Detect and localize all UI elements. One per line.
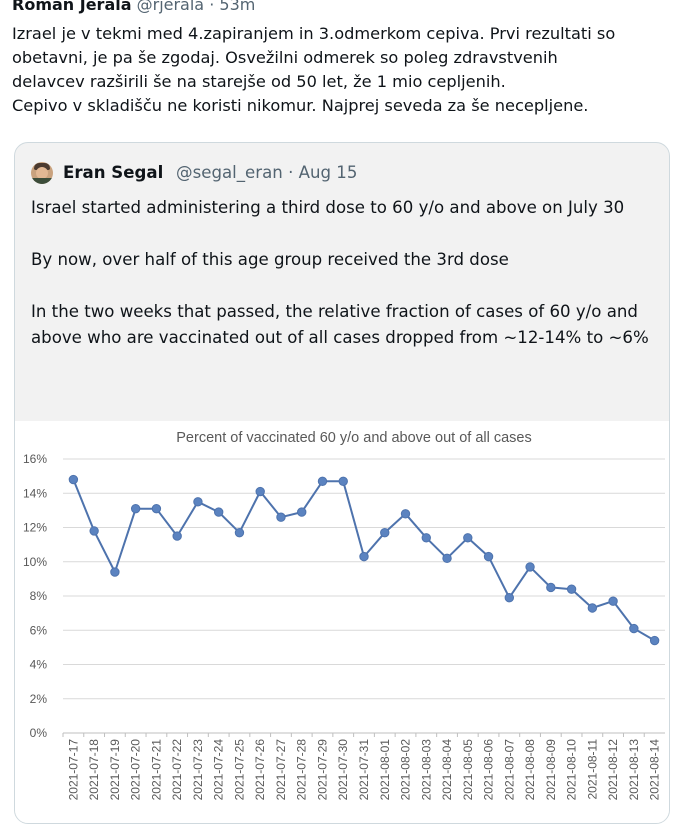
data-point	[234, 527, 245, 538]
tweet-header: Roman Jerala @rjerala · 53m	[12, 0, 255, 17]
x-tick-label: 2021-07-22	[170, 739, 184, 801]
x-tick-label: 2021-07-30	[336, 739, 350, 801]
y-tick-label: 4%	[30, 658, 48, 672]
data-point	[587, 603, 598, 613]
data-point	[68, 474, 79, 485]
x-tick-label: 2021-08-07	[502, 739, 516, 801]
tweet-text-line: delavcev razširili še na starejše od 50 …	[12, 72, 506, 91]
chart-title: Percent of vaccinated 60 y/o and above o…	[176, 430, 531, 446]
data-point	[629, 623, 639, 634]
tweet-text-line: Izrael je v tekmi med 4.zapiranjem in 3.…	[12, 24, 616, 43]
x-tick-label: 2021-08-09	[544, 739, 558, 801]
data-point	[130, 503, 141, 514]
tweet-text-line: Cepivo v skladišču ne koristi nikomur. N…	[12, 96, 589, 115]
quoted-paragraph: Israel started administering a third dos…	[31, 198, 625, 217]
meta-separator: ·	[288, 163, 294, 182]
data-point	[483, 551, 494, 562]
x-tick-label: 2021-08-14	[648, 739, 662, 801]
line-chart: Percent of vaccinated 60 y/o and above o…	[23, 430, 665, 801]
data-point	[110, 567, 120, 577]
x-tick-label: 2021-08-05	[461, 739, 475, 801]
x-tick-label: 2021-07-18	[87, 739, 101, 801]
data-point	[172, 531, 182, 541]
data-point	[380, 527, 390, 538]
data-point	[546, 582, 556, 593]
quoted-tweet-card[interactable]: Eran Segal @segal_eran · Aug 15 Israel s…	[14, 142, 670, 824]
x-tick-label: 2021-07-24	[212, 739, 226, 801]
x-tick-label: 2021-07-19	[108, 739, 122, 801]
y-tick-label: 14%	[23, 486, 47, 500]
data-point	[525, 562, 535, 572]
tweet-timestamp[interactable]: 53m	[219, 0, 256, 14]
meta-separator: ·	[209, 0, 215, 14]
x-tick-label: 2021-07-20	[129, 739, 143, 801]
x-tick-label: 2021-08-06	[482, 739, 496, 801]
data-point	[566, 584, 577, 594]
x-tick-label: 2021-07-27	[274, 739, 288, 801]
y-tick-label: 10%	[23, 555, 47, 569]
x-tick-label: 2021-08-01	[378, 739, 392, 801]
tweet-text-line: obetavni, je pa še zgodaj. Osvežilni odm…	[12, 48, 558, 67]
data-point	[276, 512, 286, 522]
x-tick-label: 2021-07-31	[357, 739, 371, 801]
x-tick-label: 2021-08-03	[419, 739, 433, 801]
data-point	[649, 635, 660, 646]
y-tick-label: 2%	[30, 692, 48, 706]
chart-image[interactable]: Percent of vaccinated 60 y/o and above o…	[15, 421, 669, 823]
author-handle[interactable]: @rjerala	[136, 0, 205, 14]
data-point	[317, 476, 328, 486]
x-tick-label: 2021-08-08	[523, 739, 537, 801]
data-point	[297, 507, 307, 517]
x-tick-label: 2021-08-02	[399, 739, 413, 801]
data-point	[255, 486, 265, 497]
y-tick-label: 12%	[23, 521, 47, 535]
x-tick-label: 2021-08-10	[565, 739, 579, 801]
tweet-text: Izrael je v tekmi med 4.zapiranjem in 3.…	[12, 22, 677, 118]
data-point	[421, 533, 431, 543]
data-point	[400, 509, 411, 519]
quoted-paragraph: In the two weeks that passed, the relati…	[31, 302, 649, 347]
y-tick-label: 0%	[30, 726, 48, 740]
quoted-author-name[interactable]: Eran Segal	[63, 163, 164, 182]
data-point	[338, 476, 348, 486]
x-tick-label: 2021-07-29	[315, 739, 329, 801]
data-point	[213, 507, 224, 517]
x-tick-label: 2021-07-28	[295, 739, 309, 801]
data-point	[359, 551, 369, 562]
data-point	[151, 503, 162, 514]
x-tick-label: 2021-08-11	[585, 739, 599, 800]
data-point	[504, 593, 515, 603]
quoted-author-handle[interactable]: @segal_eran	[176, 163, 283, 182]
x-tick-label: 2021-07-23	[191, 739, 205, 801]
quoted-tweet-text: Israel started administering a third dos…	[31, 195, 661, 351]
y-tick-label: 16%	[23, 452, 47, 466]
quoted-author-meta: @segal_eran · Aug 15	[176, 160, 357, 186]
data-point	[193, 497, 203, 507]
x-tick-label: 2021-08-13	[627, 739, 641, 801]
quoted-paragraph: By now, over half of this age group rece…	[31, 250, 509, 269]
data-point	[89, 526, 99, 536]
data-point	[463, 533, 473, 543]
x-tick-label: 2021-07-21	[149, 739, 163, 801]
x-tick-label: 2021-08-12	[606, 739, 620, 801]
quoted-tweet-date[interactable]: Aug 15	[298, 163, 358, 182]
y-tick-label: 8%	[30, 589, 48, 603]
y-tick-label: 6%	[30, 623, 48, 637]
x-tick-label: 2021-07-25	[232, 739, 246, 801]
data-point	[608, 596, 618, 606]
x-tick-label: 2021-07-26	[253, 739, 267, 801]
data-point	[442, 553, 452, 564]
user-avatar-icon[interactable]	[31, 162, 53, 184]
x-tick-label: 2021-07-17	[66, 739, 80, 801]
x-tick-label: 2021-08-04	[440, 739, 454, 801]
author-name[interactable]: Roman Jerala	[12, 0, 132, 14]
